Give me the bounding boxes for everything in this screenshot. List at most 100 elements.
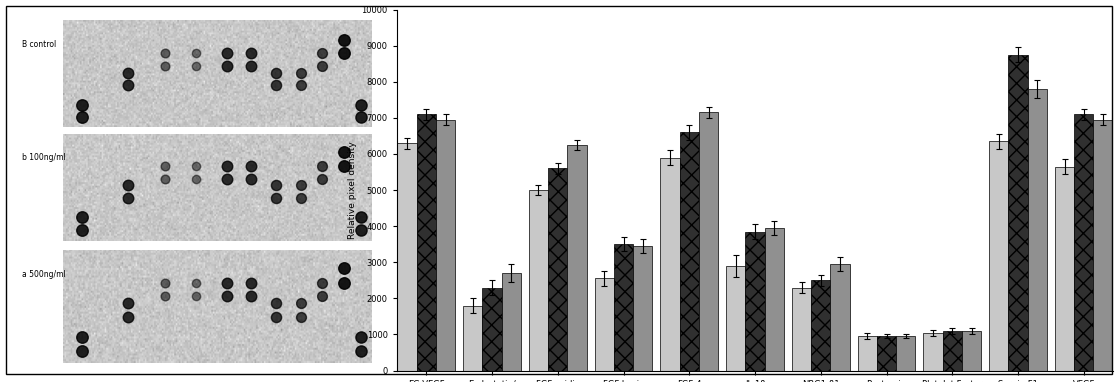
- Point: [73, 102, 91, 108]
- Point: [187, 280, 205, 286]
- Point: [335, 265, 352, 271]
- Bar: [962, 331, 981, 371]
- Bar: [857, 336, 877, 371]
- Point: [157, 176, 175, 182]
- Point: [187, 163, 205, 169]
- Point: [292, 82, 310, 88]
- Bar: [1074, 114, 1093, 371]
- Bar: [1027, 89, 1047, 371]
- Bar: [923, 333, 942, 371]
- Point: [267, 195, 285, 201]
- Bar: [501, 273, 521, 371]
- Point: [292, 300, 310, 306]
- Bar: [699, 112, 718, 371]
- Point: [313, 176, 331, 182]
- Bar: [482, 288, 501, 371]
- Bar: [660, 157, 679, 371]
- Point: [292, 195, 310, 201]
- Point: [335, 149, 352, 155]
- Bar: [811, 280, 830, 371]
- Bar: [1008, 55, 1027, 371]
- Point: [73, 334, 91, 340]
- Point: [243, 163, 261, 169]
- Bar: [896, 336, 915, 371]
- Point: [313, 163, 331, 169]
- Point: [157, 50, 175, 57]
- Point: [119, 300, 137, 306]
- Bar: [1093, 120, 1112, 371]
- Point: [292, 182, 310, 188]
- Point: [243, 280, 261, 286]
- Point: [292, 70, 310, 76]
- Point: [187, 63, 205, 69]
- Bar: [745, 231, 764, 371]
- Point: [335, 37, 352, 43]
- Point: [351, 348, 369, 354]
- Point: [157, 280, 175, 286]
- Text: b 100ng/ml: b 100ng/ml: [22, 153, 66, 162]
- Point: [351, 227, 369, 233]
- Point: [267, 314, 285, 320]
- Bar: [567, 145, 586, 371]
- Bar: [633, 246, 652, 371]
- Point: [119, 70, 137, 76]
- Point: [119, 314, 137, 320]
- Bar: [548, 168, 567, 371]
- Point: [119, 182, 137, 188]
- Point: [243, 293, 261, 299]
- Point: [218, 293, 236, 299]
- Point: [243, 176, 261, 182]
- Point: [351, 114, 369, 120]
- Point: [73, 348, 91, 354]
- Bar: [792, 288, 811, 371]
- Bar: [463, 306, 482, 371]
- Bar: [614, 244, 633, 371]
- Bar: [397, 143, 416, 371]
- Point: [73, 214, 91, 220]
- Bar: [416, 114, 436, 371]
- Point: [267, 300, 285, 306]
- Point: [267, 82, 285, 88]
- Point: [335, 50, 352, 57]
- Bar: [764, 228, 784, 371]
- Point: [218, 176, 236, 182]
- Point: [157, 293, 175, 299]
- Bar: [594, 278, 614, 371]
- Bar: [726, 266, 745, 371]
- Point: [218, 50, 236, 57]
- Point: [157, 63, 175, 69]
- Point: [335, 163, 352, 169]
- Y-axis label: Relative pixel density: Relative pixel density: [348, 141, 357, 239]
- Point: [218, 280, 236, 286]
- Point: [243, 50, 261, 57]
- Point: [218, 163, 236, 169]
- Point: [73, 227, 91, 233]
- Point: [119, 82, 137, 88]
- Point: [187, 293, 205, 299]
- Point: [119, 195, 137, 201]
- Bar: [942, 331, 962, 371]
- Bar: [989, 141, 1008, 371]
- Point: [313, 63, 331, 69]
- Bar: [529, 190, 548, 371]
- Point: [157, 163, 175, 169]
- Bar: [877, 336, 896, 371]
- Point: [267, 70, 285, 76]
- Point: [351, 214, 369, 220]
- Point: [313, 50, 331, 57]
- Point: [218, 63, 236, 69]
- Point: [243, 63, 261, 69]
- Point: [73, 114, 91, 120]
- Bar: [1055, 167, 1074, 371]
- Text: B control: B control: [22, 40, 57, 49]
- Point: [292, 314, 310, 320]
- Bar: [830, 264, 849, 371]
- Point: [267, 182, 285, 188]
- Bar: [436, 120, 455, 371]
- Point: [351, 102, 369, 108]
- Point: [313, 280, 331, 286]
- Point: [187, 176, 205, 182]
- Point: [187, 50, 205, 57]
- Point: [313, 293, 331, 299]
- Point: [351, 334, 369, 340]
